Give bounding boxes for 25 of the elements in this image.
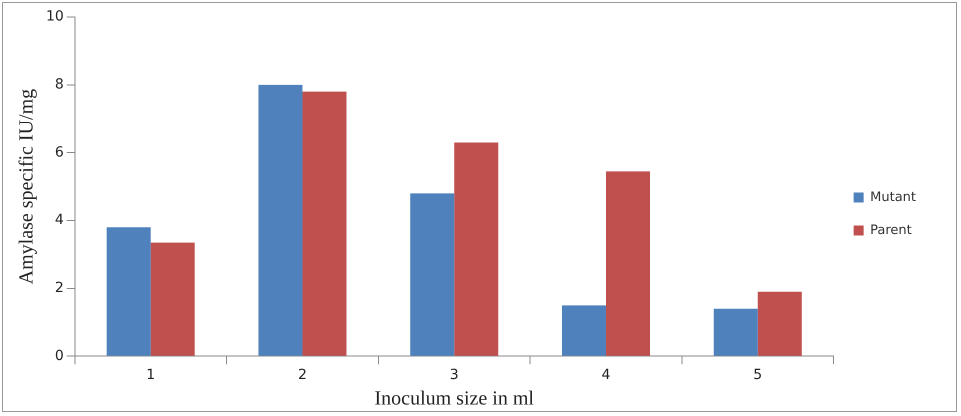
y-tick-label: 10	[46, 8, 64, 25]
legend-label: Parent	[870, 222, 912, 238]
bar	[302, 92, 346, 356]
bar	[258, 84, 302, 356]
x-tick-label: 4	[602, 367, 611, 384]
x-tick-label: 1	[146, 367, 156, 384]
x-tick-label: 3	[450, 367, 459, 384]
bar	[106, 227, 151, 356]
bar	[454, 142, 498, 356]
bar	[562, 305, 606, 356]
legend-label: Mutant	[870, 190, 916, 205]
bar	[758, 292, 802, 356]
y-tick-label: 6	[54, 144, 64, 160]
bar	[714, 308, 758, 356]
bar	[410, 193, 454, 356]
y-axis-title: Amylase specific IU/mg	[15, 88, 38, 284]
bar	[606, 171, 650, 356]
y-tick-label: 2	[54, 280, 64, 296]
x-tick-label: 2	[298, 367, 307, 384]
y-tick-label: 8	[54, 76, 64, 92]
y-tick-label: 0	[54, 348, 64, 364]
y-tick-label: 4	[54, 212, 64, 228]
bar	[150, 242, 195, 356]
x-axis-title: Inoculum size in ml	[374, 387, 534, 410]
x-tick-label: 5	[753, 367, 762, 384]
